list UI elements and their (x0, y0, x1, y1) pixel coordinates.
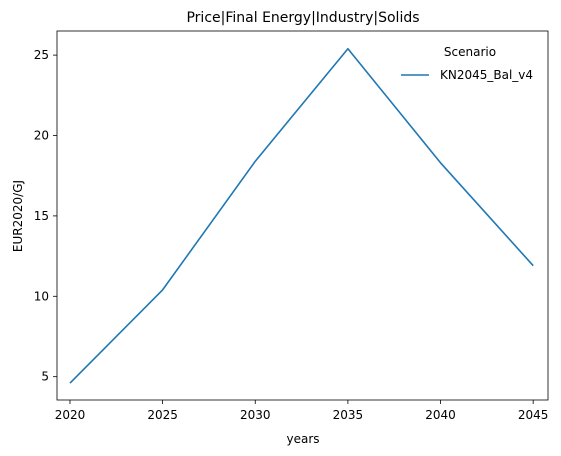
axes-frame (56, 30, 549, 401)
plot-area (56, 30, 549, 401)
y-tick-label: 10 (34, 289, 49, 303)
series-line (69, 47, 534, 384)
x-tick-label: 2040 (425, 408, 456, 422)
chart-title: Price|Final Energy|Industry|Solids (186, 10, 419, 26)
x-tick-label: 2030 (240, 408, 271, 422)
legend-title: Scenario (444, 45, 496, 59)
legend-series-label: KN2045_Bal_v4 (440, 68, 533, 82)
y-axis: 5 10 15 20 25 (34, 48, 57, 384)
x-axis: 2020 2025 2030 2035 2040 2045 (55, 400, 549, 422)
y-axis-label: EUR2020/GJ (11, 180, 25, 252)
x-axis-label: years (286, 432, 319, 446)
x-tick-label: 2025 (147, 408, 178, 422)
x-tick-label: 2035 (333, 408, 364, 422)
y-tick-label: 20 (34, 129, 49, 143)
x-tick-label: 2020 (55, 408, 86, 422)
x-tick-label: 2045 (518, 408, 549, 422)
series-layer (69, 47, 534, 384)
y-tick-label: 5 (41, 370, 49, 384)
y-tick-label: 25 (34, 48, 49, 62)
legend: Scenario KN2045_Bal_v4 (401, 45, 533, 82)
y-tick-label: 15 (34, 209, 49, 223)
